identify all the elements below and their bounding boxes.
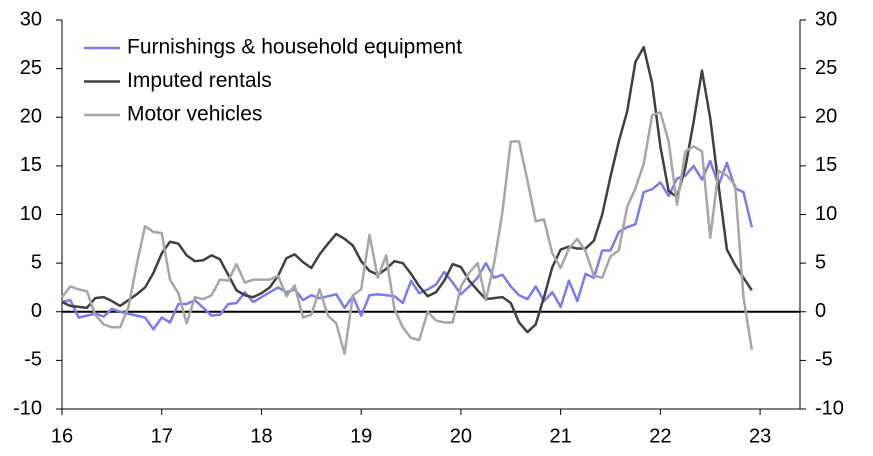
y-tick-label: 30 [20, 8, 42, 30]
y-tick-label: 25 [20, 57, 42, 79]
y2-tick-label: 5 [815, 251, 826, 273]
y2-tick-label: 15 [815, 154, 837, 176]
y2-tick-label: 10 [815, 203, 837, 225]
y-tick-label: 15 [20, 154, 42, 176]
y2-tick-label: 0 [815, 300, 826, 322]
y-tick-label: 5 [31, 251, 42, 273]
legend-label: Imputed rentals [127, 69, 272, 92]
y-tick-label: -10 [13, 397, 42, 419]
series-line [61, 45, 753, 334]
x-tick-label: 19 [350, 425, 372, 447]
x-tick-label: 22 [649, 425, 671, 447]
legend-label: Motor vehicles [127, 103, 262, 126]
x-tick-label: 20 [450, 425, 472, 447]
y2-tick-label: 30 [815, 8, 837, 30]
x-tick-label: 21 [550, 425, 572, 447]
y2-tick-label: 20 [815, 106, 837, 128]
x-tick-label: 23 [749, 425, 771, 447]
x-tick-label: 17 [151, 425, 173, 447]
y2-tick-label: -10 [815, 397, 844, 419]
series-line [61, 111, 754, 355]
y-tick-label: 0 [31, 300, 42, 322]
y2-tick-label: -5 [815, 349, 833, 371]
x-tick-label: 16 [51, 425, 73, 447]
series-line [61, 159, 754, 331]
y-tick-label: 20 [20, 106, 42, 128]
y2-tick-label: 25 [815, 57, 837, 79]
x-tick-label: 18 [250, 425, 272, 447]
y-tick-label: -5 [24, 349, 42, 371]
legend-label: Furnishings & household equipment [127, 36, 462, 59]
y-tick-label: 10 [20, 203, 42, 225]
